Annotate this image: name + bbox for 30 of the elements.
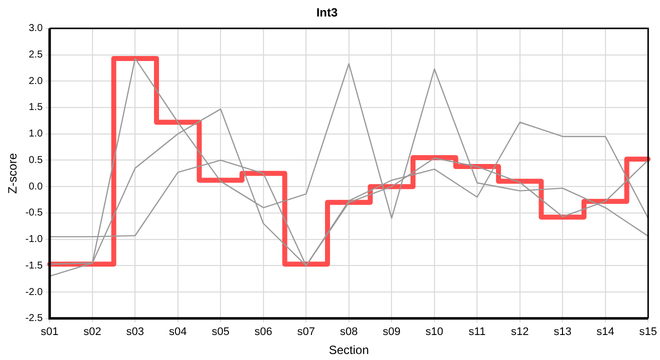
y-tick-label: -2.0	[25, 286, 44, 298]
y-tick-label: 2.0	[28, 76, 44, 87]
y-tick-label: -2.5	[25, 313, 44, 324]
y-tick-label: -0.5	[25, 208, 44, 219]
y-tick-label: 3.0	[28, 23, 44, 34]
x-tick-label: s13	[554, 326, 572, 338]
y-tick-label: -1.0	[25, 234, 44, 246]
chart-title: Int3	[316, 6, 338, 20]
x-tick-label: s08	[340, 326, 358, 338]
x-tick-label: s07	[297, 326, 316, 338]
x-axis-title: Section	[328, 343, 369, 358]
x-tick-label: s04	[169, 326, 187, 338]
x-tick-label: s03	[126, 326, 144, 338]
y-tick-label: 0.0	[28, 181, 44, 192]
x-tick-label: s02	[84, 326, 102, 338]
x-tick-label: s15	[639, 326, 658, 338]
x-tick-label: s14	[596, 326, 614, 338]
x-tick-label: s05	[212, 326, 230, 338]
y-tick-label: 1.0	[28, 128, 44, 140]
x-tick-label: s06	[254, 326, 272, 338]
x-tick-label: s10	[426, 326, 444, 338]
y-tick-label: -1.5	[25, 260, 44, 272]
x-tick-label: s12	[511, 326, 529, 338]
y-tick-label: 0.5	[28, 154, 44, 166]
x-tick-label: s09	[382, 326, 401, 338]
y-axis-title: Z-score	[6, 152, 20, 194]
x-tick-label: s11	[468, 326, 486, 338]
y-tick-label: 2.5	[28, 50, 44, 61]
x-tick-label: s01	[40, 326, 59, 338]
y-tick-label: 1.5	[28, 102, 44, 114]
